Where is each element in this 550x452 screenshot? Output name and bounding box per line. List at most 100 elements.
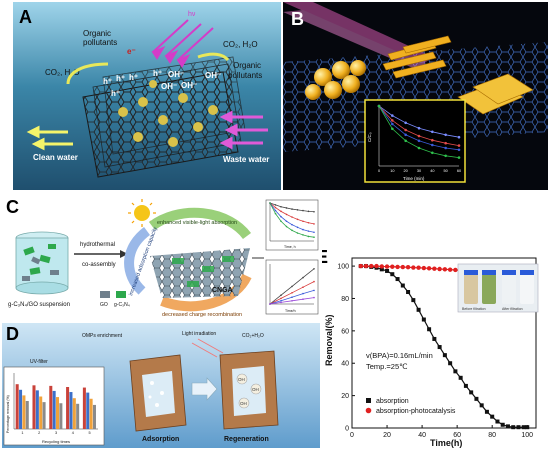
uv-label: UV-filter: [30, 359, 48, 365]
mini-data-point: [457, 135, 461, 139]
data-point-photocatalysis: [379, 264, 384, 269]
mini-data-point: [291, 229, 293, 232]
y-tick-label: 100: [337, 264, 349, 271]
mini-data-point: [302, 234, 304, 236]
radical-bubbles: [236, 373, 262, 409]
legend-marker-absorption: [366, 398, 371, 403]
products-right: CO₂, H₂O: [223, 40, 258, 49]
mini-data-point: [444, 154, 447, 158]
annotation-1: v(BPA)=0.16mL/min: [366, 351, 433, 360]
mini-data-point: [280, 210, 282, 213]
inset-b-x-tick: 0: [378, 169, 380, 173]
data-point-absorption: [463, 383, 468, 388]
bar-category-label: 2: [38, 431, 40, 435]
d-bar-xlabel: Recycling times: [42, 439, 70, 444]
y-tick-label: 60: [341, 328, 349, 335]
e-xlabel: Time(h): [430, 438, 462, 448]
mini-data-point: [431, 143, 434, 147]
flow-arrow-right: [197, 52, 230, 62]
data-point-photocatalysis: [432, 266, 437, 271]
nanorods: [382, 35, 452, 79]
mini-data-point: [307, 221, 310, 224]
radical-3: OH⁻: [181, 81, 197, 90]
data-point-photocatalysis: [400, 264, 406, 270]
panel-c-illustration: g-C₃N₄/GO suspension hydrothermal co-ass…: [2, 196, 322, 320]
bar-category-label: 3: [55, 431, 57, 435]
mini-data-point: [302, 276, 304, 279]
process-label-1: hydrothermal: [80, 242, 115, 248]
annotation-2: Temp.=25℃: [366, 362, 408, 371]
data-point-photocatalysis: [390, 264, 395, 269]
pollutants-left-line-1: Organic: [83, 29, 111, 38]
y-tick-label: 40: [341, 361, 349, 368]
panel-d: OH OH OH OMPs enrichment Light irradiati…: [2, 323, 320, 448]
mini-data-point: [404, 128, 407, 132]
data-point-absorption: [437, 345, 442, 350]
legend-go-label: GO: [100, 302, 108, 308]
mini-data-point: [274, 209, 277, 212]
mini-data-point: [296, 218, 299, 221]
data-point-photocatalysis: [421, 265, 427, 271]
process-arrow: [74, 250, 128, 258]
mini-data-point: [391, 119, 394, 122]
suspension-beaker: [15, 231, 69, 295]
inset-b-x-tick: 20: [404, 169, 408, 173]
inset-b-x-tick: 30: [417, 169, 421, 173]
data-point-photocatalysis: [453, 267, 458, 273]
c-chart2-xlabel: Time/h: [285, 309, 296, 313]
bar: [89, 398, 93, 429]
bar: [86, 392, 90, 429]
mini-data-point: [274, 212, 277, 215]
x-tick-label: 80: [488, 432, 496, 439]
bar: [52, 390, 56, 429]
panel-a-label: A: [19, 7, 32, 27]
radical-2: OH⁻: [161, 82, 177, 91]
mini-data-point: [269, 303, 271, 305]
photo-inset: [457, 263, 539, 313]
mini-data-point: [280, 220, 282, 223]
clean-water-arrows: [26, 125, 73, 151]
waste-water-label: Waste water: [223, 155, 269, 164]
bar: [69, 392, 73, 429]
light-label-d: Light irradiation: [182, 331, 216, 337]
bar-category-label: 1: [21, 431, 23, 435]
radical-4: OH⁻: [205, 71, 221, 80]
cnga-cycle: [124, 207, 252, 312]
hole-1: h⁺: [103, 77, 112, 86]
photo-label-after: After filtration: [502, 307, 523, 311]
panel-c-label: C: [6, 197, 19, 217]
panel-e-label: E: [322, 247, 329, 267]
legend-go: [100, 291, 110, 298]
mini-data-point: [280, 300, 282, 302]
hole-4: h⁺: [153, 69, 162, 78]
mini-data-point: [274, 206, 277, 209]
d-bar-ylabel: Percentage removal (%): [6, 395, 10, 433]
hole-5: h⁺: [111, 89, 120, 98]
data-point-absorption: [525, 425, 530, 430]
waste-water-arrows: [219, 110, 268, 150]
x-tick-label: 60: [453, 432, 461, 439]
bar: [66, 387, 70, 429]
data-point-absorption: [432, 336, 437, 341]
data-point-absorption: [505, 424, 510, 429]
data-point-photocatalysis: [447, 267, 453, 272]
enrichment-label: OMPs enrichment: [82, 333, 123, 339]
bar: [49, 385, 53, 429]
data-point-absorption: [516, 425, 521, 430]
mini-data-point: [313, 231, 315, 234]
nanosheets: [457, 73, 534, 115]
panel-b: 0 10 20 30 40 50 60 Time (min) C/C₀ B: [283, 2, 548, 190]
mini-data-point: [444, 141, 447, 145]
panel-b-illustration: 0 10 20 30 40 50 60 Time (min) C/C₀: [283, 2, 548, 190]
bar: [15, 384, 19, 429]
data-point-photocatalysis: [442, 267, 448, 272]
mini-data-point: [280, 301, 282, 304]
mini-data-point: [274, 204, 277, 206]
inset-b-x-tick: 40: [430, 169, 434, 173]
panel-d-label: D: [6, 324, 19, 344]
mini-data-point: [457, 156, 461, 159]
data-point-absorption: [474, 396, 479, 401]
data-point-absorption: [484, 409, 489, 414]
mini-data-point: [302, 286, 304, 288]
mini-data-point: [431, 151, 434, 155]
